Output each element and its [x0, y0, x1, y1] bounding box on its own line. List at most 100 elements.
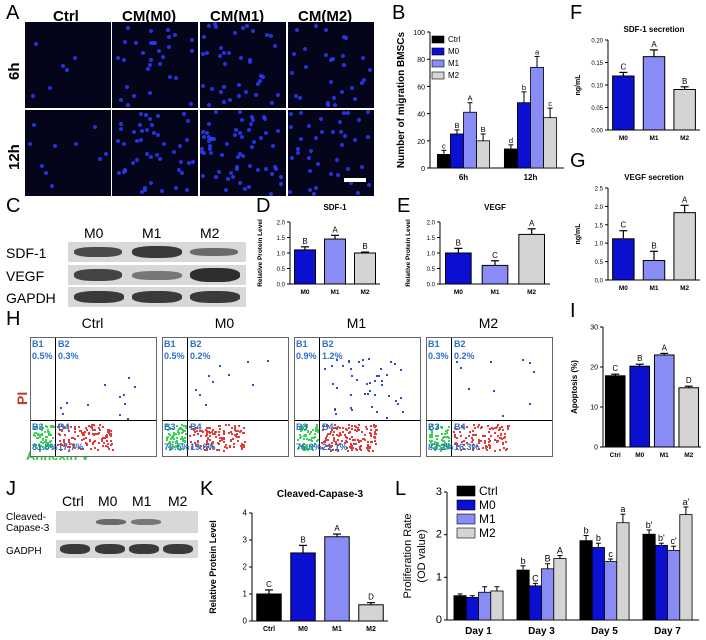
event-dot	[471, 433, 474, 436]
nucleus-dot	[330, 129, 335, 134]
event-dot	[348, 437, 351, 440]
panel-label-l: L	[395, 478, 407, 500]
quad-b4: 19.8%	[190, 442, 216, 452]
event-dot	[339, 431, 342, 434]
event-dot	[504, 432, 507, 435]
event-dot	[169, 447, 172, 450]
event-dot	[183, 440, 186, 443]
event-dot	[331, 364, 334, 367]
event-dot	[91, 442, 94, 445]
event-dot	[90, 448, 93, 451]
event-dot	[106, 439, 109, 442]
event-dot	[103, 437, 106, 440]
event-dot	[102, 436, 105, 439]
nucleus-dot	[140, 190, 145, 195]
nucleus-dot	[185, 118, 190, 123]
quad-b2: 1.2%	[322, 351, 343, 361]
event-dot	[521, 359, 524, 362]
event-dot	[222, 430, 225, 433]
quad-tag-b1: B1	[428, 339, 440, 349]
event-dot	[341, 431, 344, 434]
event-dot	[243, 432, 246, 435]
nucleus-dot	[148, 117, 153, 122]
event-dot	[231, 438, 234, 441]
sig-letter: A	[334, 524, 340, 533]
bar-m2-day-7	[679, 514, 693, 621]
event-dot	[60, 424, 63, 427]
nucleus-dot	[365, 134, 370, 139]
nucleus-dot	[244, 90, 249, 95]
nucleus-dot	[213, 22, 218, 27]
event-dot	[198, 394, 201, 397]
event-dot	[101, 425, 104, 428]
event-dot	[444, 432, 447, 435]
event-dot	[108, 429, 111, 432]
event-dot	[434, 448, 437, 451]
nucleus-dot	[156, 49, 161, 54]
nucleus-dot	[190, 159, 195, 164]
nucleus-dot	[208, 143, 213, 148]
event-dot	[482, 446, 485, 449]
event-dot	[211, 446, 214, 449]
event-dot	[355, 448, 358, 451]
event-dot	[228, 445, 231, 448]
y-tick-label: 0	[594, 445, 598, 452]
event-dot	[50, 426, 53, 429]
bar-m1-day-7	[667, 550, 681, 621]
quad-tag-b1: B1	[164, 339, 176, 349]
sig-letter: B	[300, 535, 305, 544]
event-dot	[441, 433, 444, 436]
event-dot	[368, 432, 371, 435]
event-dot	[489, 439, 492, 442]
event-dot	[303, 428, 306, 431]
x-tick-label: M1	[660, 452, 669, 459]
event-dot	[473, 424, 476, 426]
y-axis-label: ng/mL	[575, 74, 582, 96]
quad-tag-b2: B2	[58, 339, 70, 349]
event-dot	[306, 445, 309, 448]
facs-plot: B1 B2 0.5% 0.3% B3 B4 81.5% 17.7%	[30, 337, 157, 457]
nucleus-dot	[243, 187, 248, 192]
event-dot	[504, 449, 507, 452]
y-tick-label: 0	[421, 166, 425, 173]
nucleus-dot	[319, 117, 324, 122]
nucleus-dot	[123, 40, 128, 45]
event-dot	[91, 429, 94, 432]
y-tick-label: 0	[243, 617, 248, 626]
event-dot	[311, 446, 314, 449]
panel-label-h: H	[6, 308, 21, 330]
nucleus-dot	[250, 145, 255, 150]
nucleus-dot	[173, 185, 178, 190]
facs-plot: B1 B2 0.9% 1.2% B3 B4 76.8% 21.1%	[294, 337, 421, 457]
event-dot	[381, 384, 384, 387]
chart-i: 0 10 20 30 Apoptosis (%) C Ctrl B M0 A M1 D M2	[570, 325, 701, 459]
nucleus-dot	[274, 166, 279, 171]
event-dot	[230, 431, 233, 434]
event-dot	[460, 425, 463, 428]
nucleus-dot	[167, 75, 172, 80]
nucleus-dot	[201, 174, 206, 179]
panel-c-col-m0: M0	[84, 225, 104, 241]
event-dot	[196, 426, 199, 429]
nucleus-dot	[338, 119, 343, 124]
event-dot	[374, 439, 377, 442]
event-dot	[109, 432, 112, 435]
quad-tag-b3: B3	[296, 422, 308, 432]
panel-label-a: A	[6, 2, 20, 24]
sig-letter: D	[686, 376, 692, 385]
event-dot	[366, 382, 369, 385]
event-dot	[212, 380, 215, 383]
event-dot	[237, 440, 240, 443]
bar-m1-day-5	[604, 561, 618, 621]
event-dot	[230, 439, 233, 442]
bar-m0-day-5	[591, 547, 605, 621]
event-dot	[208, 447, 211, 450]
sig-letter: A	[468, 94, 473, 103]
event-dot	[62, 440, 65, 443]
event-dot	[37, 437, 40, 440]
event-dot	[461, 425, 464, 428]
x-tick-label: Day 1	[465, 626, 492, 637]
nucleus-dot	[367, 183, 372, 188]
y-axis-label: Relative Protein Level	[208, 520, 218, 614]
event-dot	[368, 382, 371, 385]
